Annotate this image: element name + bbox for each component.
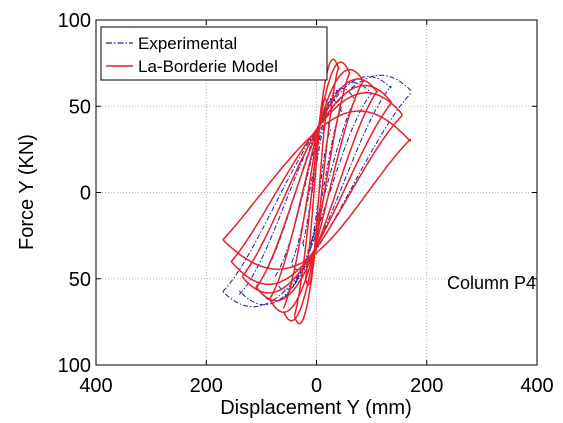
series-la-borderie (222, 58, 411, 325)
legend-box (100, 26, 328, 81)
la-borderie-loop-7 (222, 110, 411, 270)
la-borderie-loop-4 (255, 78, 378, 302)
annotation-column-label: Column P4 (447, 273, 536, 293)
la-borderie-loop-2 (282, 61, 351, 322)
la-borderie-loop-3 (268, 68, 365, 314)
legend: Experimental La-Borderie Model (100, 26, 328, 81)
x-axis-label: Displacement Y (mm) (220, 397, 412, 419)
legend-label-la-borderie: La-Borderie Model (138, 57, 278, 76)
ticks (95, 19, 538, 366)
y-tick-label-4: 100 (58, 10, 91, 32)
series-layer (222, 58, 411, 325)
la-borderie-loop-1 (293, 58, 340, 325)
y-axis-label: Force Y (KN) (16, 134, 38, 250)
x-tick-label-3: 200 (410, 375, 443, 397)
la-borderie-loop-6 (230, 92, 403, 286)
y-tick-label-0: 100 (58, 355, 91, 377)
legend-label-experimental: Experimental (138, 34, 237, 53)
x-tick-label-0: 400 (79, 375, 112, 397)
y-tick-label-3: 50 (69, 96, 91, 118)
y-tick-label-1: 50 (69, 269, 91, 291)
x-tick-label-4: 400 (520, 375, 553, 397)
x-tick-label-2: 0 (311, 375, 322, 397)
y-tick-label-2: 0 (80, 183, 91, 205)
x-tick-label-1: 200 (190, 375, 223, 397)
